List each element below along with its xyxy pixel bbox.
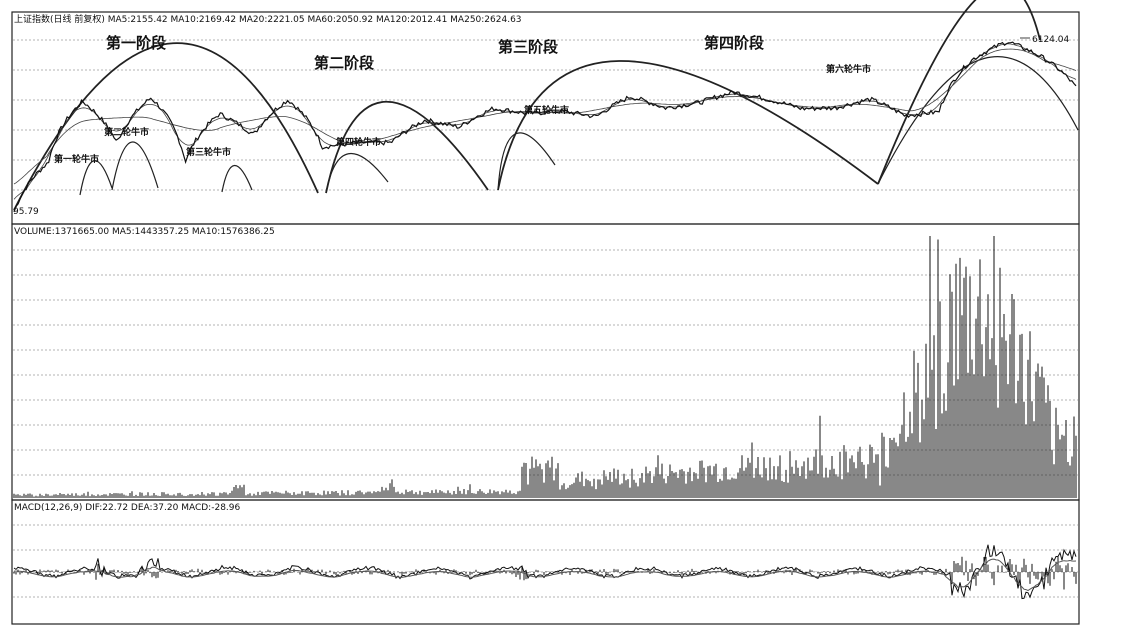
grid-lines <box>13 39 1078 598</box>
bull-six-arc <box>877 56 1079 185</box>
volume-panel <box>11 223 1080 501</box>
price-line <box>13 41 1077 213</box>
volume-bars <box>13 236 1077 498</box>
bull-label-4: 第四轮牛市 <box>336 136 381 148</box>
stage-four-arc <box>877 0 1041 185</box>
price-panel-header: 上证指数(日线 前复权) MA5:2155.42 MA10:2169.42 MA… <box>14 13 522 25</box>
stage-label-1: 第一阶段 <box>106 34 166 52</box>
stage-label-4: 第四阶段 <box>704 34 764 52</box>
macd-dea-line <box>14 558 1077 592</box>
volume-panel-header: VOLUME:1371665.00 MA5:1443357.25 MA10:15… <box>14 227 275 237</box>
bull-three-arc <box>221 164 253 193</box>
stage-label-2: 第二阶段 <box>314 54 374 72</box>
low-value-label: 95.79 <box>13 207 39 217</box>
bull-one-arc <box>79 160 113 196</box>
bull-label-2: 第二轮牛市 <box>104 126 149 138</box>
high-value-label: 6124.04 <box>1032 35 1069 45</box>
moving-average-line-1 <box>13 43 1077 200</box>
stage-two-arc <box>325 100 489 194</box>
bull-label-3: 第三轮牛市 <box>186 146 231 158</box>
stage-one-arc <box>13 42 319 211</box>
moving-average-line-2 <box>13 48 1077 185</box>
stage-label-3: 第三阶段 <box>498 38 558 56</box>
macd-panel-header: MACD(12,26,9) DIF:22.72 DEA:37.20 MACD:-… <box>14 503 241 513</box>
bull-label-1: 第一轮牛市 <box>54 153 99 165</box>
bull-five-arc <box>497 132 556 191</box>
stage-three-arc <box>497 60 879 191</box>
macd-panel <box>11 499 1080 625</box>
bull-two-arc <box>111 141 159 191</box>
bull-four-arc <box>325 153 389 194</box>
bull-label-6: 第六轮牛市 <box>826 63 871 75</box>
bull-label-5: 第五轮牛市 <box>524 104 569 116</box>
